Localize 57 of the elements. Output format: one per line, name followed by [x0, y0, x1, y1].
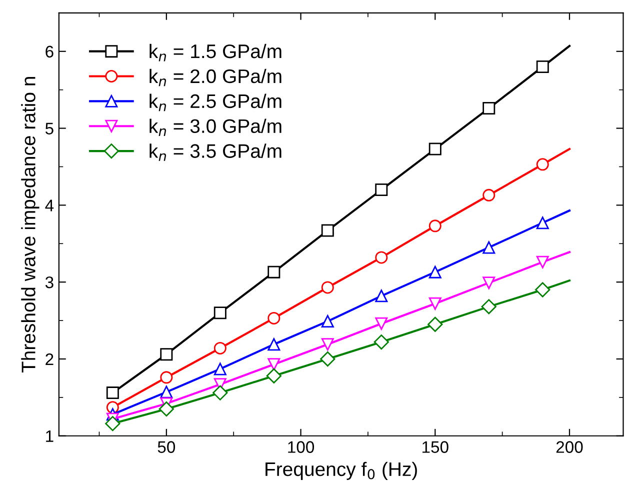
- point: [536, 158, 549, 171]
- point: [268, 358, 280, 371]
- point: [212, 385, 228, 400]
- point: [320, 351, 336, 367]
- legend-label: k$_{n}$ = 2.5 GPa/m: [150, 94, 282, 112]
- x-tick-label: 150: [422, 441, 448, 453]
- legend-label: k$_{n}$ = 1.5 GPa/m: [150, 44, 282, 62]
- point: [321, 315, 334, 328]
- point: [481, 299, 496, 314]
- point: [106, 386, 119, 400]
- point: [428, 266, 442, 278]
- point: [105, 416, 120, 432]
- x-tick-label: 50: [158, 441, 176, 453]
- point: [374, 334, 389, 350]
- point: [482, 102, 496, 115]
- y-tick-label: 5: [45, 122, 54, 134]
- point: [428, 220, 442, 232]
- point: [428, 316, 443, 332]
- point: [214, 362, 226, 376]
- point: [375, 184, 388, 196]
- point: [268, 338, 280, 351]
- y-tick-label: 2: [46, 353, 54, 366]
- y-tick-label: 4: [45, 200, 54, 212]
- point: [321, 338, 334, 351]
- point: [214, 342, 226, 354]
- point: [535, 282, 550, 298]
- point: [375, 317, 388, 330]
- legend-label: k$_{n}$ = 3.0 GPa/m: [150, 118, 282, 136]
- point: [536, 256, 549, 268]
- y-tick-label: 1: [46, 430, 54, 442]
- legend-label: k$_{n}$ = 2.0 GPa/m: [150, 68, 282, 86]
- x-axis-title: Frequency f$_{0}$ (Hz): [266, 462, 417, 480]
- y-tick-label: 6: [46, 46, 54, 58]
- point: [536, 216, 549, 230]
- point: [428, 297, 442, 310]
- x-tick-label: 100: [288, 441, 314, 453]
- point: [268, 312, 280, 324]
- point: [321, 224, 334, 237]
- point: [375, 290, 388, 302]
- point: [482, 241, 496, 254]
- point: [160, 348, 173, 361]
- y-axis-title: Threshold wave impedance ratio n: [21, 77, 40, 373]
- legend-label: k$_{n}$ = 3.5 GPa/m: [150, 144, 282, 161]
- point: [268, 266, 280, 278]
- point: [160, 371, 173, 384]
- point: [428, 142, 442, 156]
- x-tick-label: 200: [556, 441, 583, 453]
- point: [482, 276, 496, 290]
- point: [482, 188, 496, 202]
- point: [536, 60, 549, 73]
- y-tick-label: 3: [45, 276, 54, 288]
- point: [375, 251, 388, 264]
- point: [160, 386, 173, 398]
- point: [321, 281, 334, 294]
- point: [266, 368, 282, 384]
- point: [214, 306, 226, 320]
- point: [158, 401, 174, 417]
